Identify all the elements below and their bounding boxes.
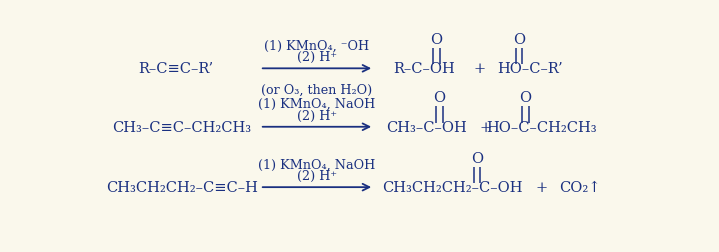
Text: (or O₃, then H₂O): (or O₃, then H₂O)	[261, 84, 372, 97]
Text: O: O	[513, 33, 525, 47]
Text: HO–C–R’: HO–C–R’	[498, 62, 563, 76]
Text: R–C–OH: R–C–OH	[393, 62, 455, 76]
Text: O: O	[433, 91, 445, 105]
Text: CH₃CH₂CH₂–C≡C–H: CH₃CH₂CH₂–C≡C–H	[106, 180, 257, 194]
Text: O: O	[520, 91, 531, 105]
Text: O: O	[471, 151, 483, 165]
Text: (1) KMnO₄, ⁻OH: (1) KMnO₄, ⁻OH	[265, 40, 370, 53]
Text: HO–C–CH₂CH₃: HO–C–CH₂CH₃	[486, 120, 597, 134]
Text: (1) KMnO₄, NaOH: (1) KMnO₄, NaOH	[258, 158, 375, 171]
Text: (1) KMnO₄, NaOH: (1) KMnO₄, NaOH	[258, 98, 375, 111]
Text: (2) H⁺: (2) H⁺	[297, 170, 337, 182]
Text: (2) H⁺: (2) H⁺	[297, 51, 337, 64]
Text: CH₃–C–OH: CH₃–C–OH	[387, 120, 467, 134]
Text: +: +	[480, 120, 492, 134]
Text: +: +	[474, 62, 486, 76]
Text: R–C≡C–R’: R–C≡C–R’	[139, 62, 214, 76]
Text: CO₂↑: CO₂↑	[559, 180, 601, 194]
Text: (2) H⁺: (2) H⁺	[297, 109, 337, 122]
Text: +: +	[535, 180, 547, 194]
Text: CH₃–C≡C–CH₂CH₃: CH₃–C≡C–CH₂CH₃	[112, 120, 252, 134]
Text: O: O	[431, 33, 442, 47]
Text: CH₃CH₂CH₂–C–OH: CH₃CH₂CH₂–C–OH	[382, 180, 522, 194]
